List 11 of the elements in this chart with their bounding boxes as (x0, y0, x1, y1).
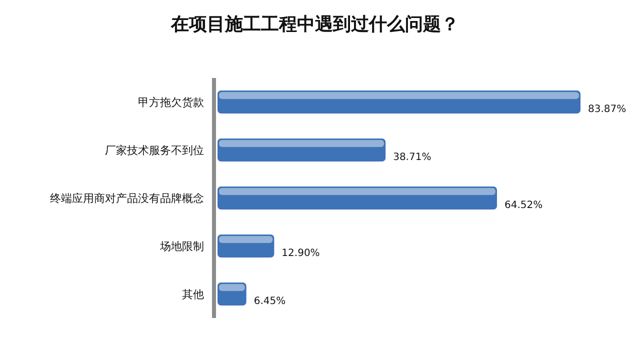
data-label: 38.71% (393, 152, 432, 163)
data-label: 83.87% (588, 104, 626, 115)
data-label: 64.52% (504, 200, 543, 211)
y-tick-label: 甲方拖欠货款 (138, 96, 204, 109)
y-tick-label: 其他 (182, 288, 204, 301)
data-label: 6.45% (254, 296, 286, 307)
chart-title: 在项目施工工程中遇到过什么问题？ (170, 14, 459, 35)
y-tick-label: 厂家技术服务不到位 (105, 144, 204, 157)
data-label: 12.90% (282, 248, 320, 259)
y-tick-label: 场地限制 (159, 240, 204, 253)
y-tick-label: 终端应用商对产品没有品牌概念 (50, 192, 204, 205)
